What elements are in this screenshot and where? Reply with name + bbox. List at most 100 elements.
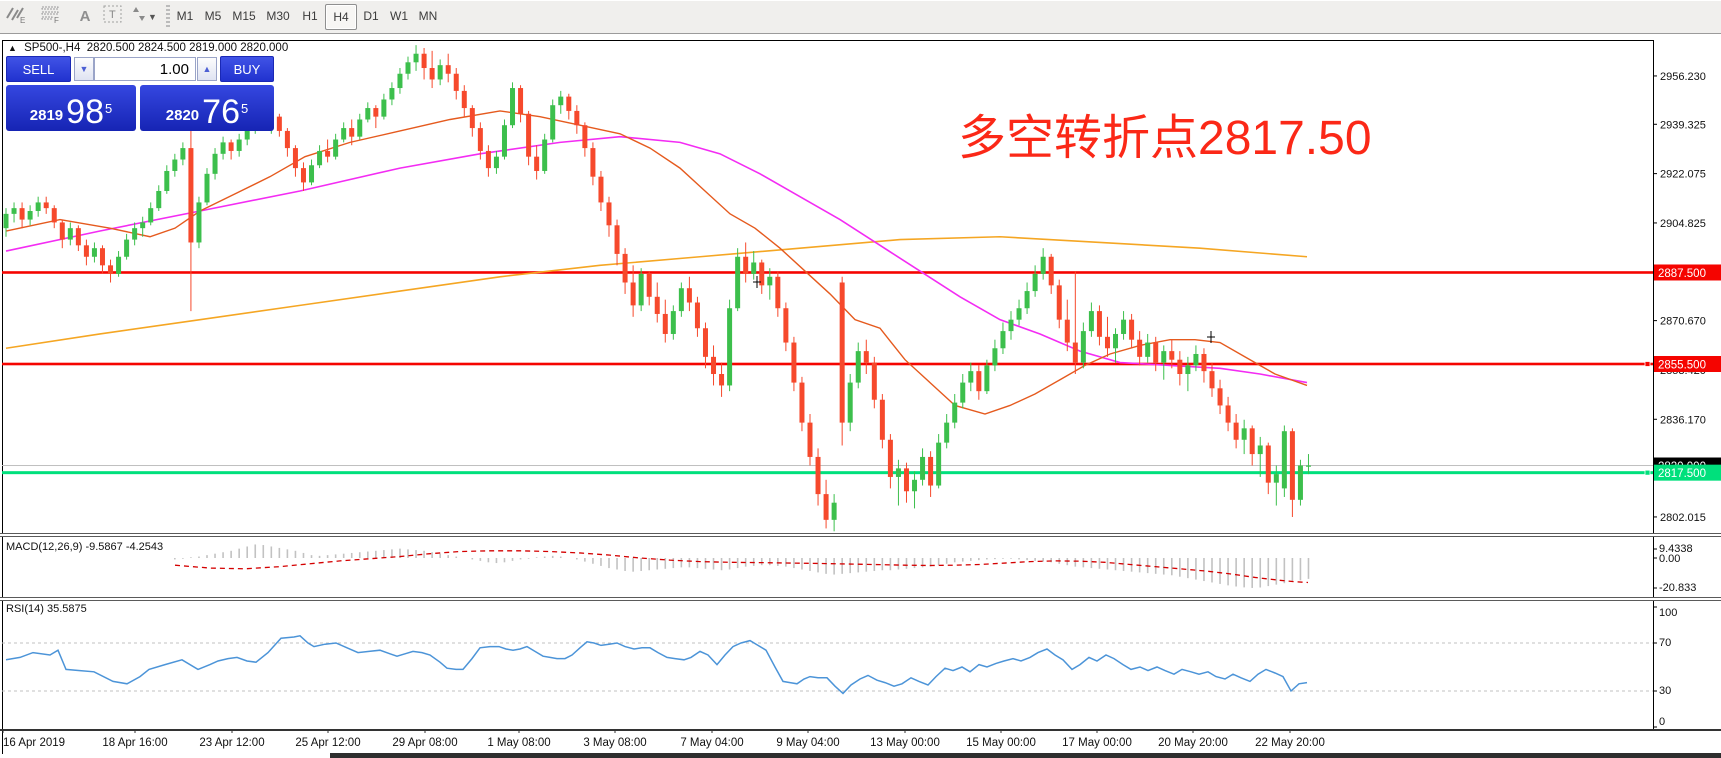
panel-divider-macd[interactable] bbox=[0, 533, 1721, 537]
candle-body bbox=[944, 422, 950, 443]
tf-mn[interactable]: MN bbox=[418, 9, 438, 23]
candle-body bbox=[1281, 431, 1287, 489]
time-label: 29 Apr 08:00 bbox=[392, 737, 457, 749]
svg-text:T: T bbox=[109, 9, 116, 21]
symbol-name: SP500-,H4 bbox=[24, 42, 81, 54]
candle-body bbox=[807, 422, 813, 457]
macd-label: MACD(12,26,9) -9.5867 -4.2543 bbox=[6, 541, 164, 553]
candle-body bbox=[1129, 319, 1135, 340]
candle-body bbox=[1000, 331, 1006, 349]
hline-2820 bbox=[2, 465, 1653, 467]
symbol-ohlc: 2820.500 2824.500 2819.000 2820.000 bbox=[86, 42, 289, 54]
candle-body bbox=[309, 165, 315, 183]
time-label: 15 May 00:00 bbox=[966, 737, 1036, 749]
candle-body bbox=[1104, 336, 1110, 349]
candle-body bbox=[300, 168, 306, 183]
candle-body bbox=[501, 125, 507, 157]
candle-body bbox=[895, 468, 901, 477]
tf-m1[interactable]: M1 bbox=[176, 9, 194, 23]
candle-body bbox=[879, 399, 885, 440]
buy-button[interactable]: BUY bbox=[220, 56, 274, 82]
sell-price-box[interactable]: 2819 98 5 bbox=[6, 85, 136, 131]
candle-body bbox=[1024, 291, 1030, 309]
label-icon[interactable]: T bbox=[102, 4, 128, 28]
candle-body bbox=[670, 311, 676, 334]
candle-body bbox=[317, 150, 323, 166]
candle-body bbox=[365, 108, 371, 120]
time-label: 17 May 00:00 bbox=[1062, 737, 1132, 749]
collapse-arrow-icon[interactable]: ▲ bbox=[8, 43, 17, 53]
volume-down-button[interactable]: ▼ bbox=[74, 57, 94, 81]
candle-body bbox=[188, 148, 194, 243]
candle-body bbox=[1249, 428, 1255, 455]
tf-h4[interactable]: H4 bbox=[325, 4, 357, 30]
axis-badge bbox=[1654, 355, 1721, 372]
candle-body bbox=[871, 362, 877, 400]
candle-body bbox=[1161, 351, 1167, 363]
sell-price-big: 98 bbox=[66, 93, 104, 131]
time-label: 16 Apr 2019 bbox=[3, 737, 65, 749]
rsi-axis-0: 0 bbox=[1659, 716, 1666, 728]
rsi-axis-30: 30 bbox=[1659, 685, 1672, 697]
trade-panel: SELL ▼ ▲ BUY 2819 98 5 2820 76 5 bbox=[6, 56, 274, 131]
candle-body bbox=[19, 208, 25, 220]
candle-body bbox=[485, 150, 491, 169]
tf-d1[interactable]: D1 bbox=[363, 9, 379, 23]
tf-w1[interactable]: W1 bbox=[390, 9, 408, 23]
candle-body bbox=[156, 190, 162, 209]
candle-body bbox=[735, 256, 741, 309]
time-label: 23 Apr 12:00 bbox=[199, 737, 264, 749]
candle-body bbox=[35, 202, 41, 212]
ma-mid-line bbox=[5, 135, 1308, 384]
grid-icon[interactable]: F bbox=[40, 4, 66, 28]
toolbar-grip[interactable] bbox=[166, 5, 170, 27]
indicators-icon[interactable]: E bbox=[6, 4, 32, 28]
macd-axis-min: -20.833 bbox=[1659, 582, 1697, 594]
time-label: 18 Apr 16:00 bbox=[102, 737, 167, 749]
candle-body bbox=[276, 116, 282, 131]
candle-body bbox=[1289, 431, 1295, 500]
rsi-label: RSI(14) 35.5875 bbox=[6, 603, 87, 615]
candle-body bbox=[1080, 331, 1086, 363]
buy-price-box[interactable]: 2820 76 5 bbox=[140, 85, 274, 131]
tf-m15[interactable]: M15 bbox=[232, 9, 256, 23]
axis-badge bbox=[1654, 264, 1721, 281]
candle-body bbox=[1048, 256, 1054, 286]
time-label: 7 May 04:00 bbox=[680, 737, 743, 749]
candle-body bbox=[1185, 365, 1191, 375]
candle-body bbox=[759, 262, 765, 286]
candle-body bbox=[333, 139, 339, 157]
time-label: 22 May 20:00 bbox=[1255, 737, 1325, 749]
candle-body bbox=[493, 156, 499, 169]
volume-input[interactable] bbox=[94, 57, 196, 81]
panel-divider-rsi[interactable] bbox=[0, 597, 1721, 601]
candle-body bbox=[405, 62, 411, 74]
sell-price-sup: 5 bbox=[104, 101, 113, 116]
tf-m30[interactable]: M30 bbox=[266, 9, 290, 23]
candle-body bbox=[1241, 428, 1247, 440]
price-tick-label: 2904.825 bbox=[1660, 218, 1706, 230]
rsi-axis-100: 100 bbox=[1659, 607, 1678, 619]
tf-h1[interactable]: H1 bbox=[302, 9, 318, 23]
candle-body bbox=[678, 288, 684, 312]
sell-button[interactable]: SELL bbox=[6, 56, 71, 82]
time-label: 9 May 04:00 bbox=[776, 737, 839, 749]
candle-body bbox=[510, 88, 516, 126]
candle-body bbox=[1064, 319, 1070, 343]
chevron-down-icon[interactable]: ▼ bbox=[148, 12, 157, 22]
ma-fast-line bbox=[5, 110, 1308, 415]
text-a-icon[interactable]: A bbox=[79, 7, 91, 25]
volume-up-button[interactable]: ▲ bbox=[197, 57, 217, 81]
price-tick-label: 2939.325 bbox=[1660, 119, 1706, 131]
price-tick-label: 2956.230 bbox=[1660, 71, 1706, 83]
candle-body bbox=[1145, 342, 1151, 357]
candle-body bbox=[646, 273, 652, 297]
candle-body bbox=[108, 265, 114, 274]
macd-axis-max: 9.4338 bbox=[1659, 543, 1693, 555]
candle-body bbox=[783, 308, 789, 343]
price-tick-label: 2922.075 bbox=[1660, 169, 1706, 181]
cycles-icon[interactable] bbox=[130, 4, 156, 28]
candle-body bbox=[1040, 256, 1046, 274]
tf-m5[interactable]: M5 bbox=[204, 9, 222, 23]
